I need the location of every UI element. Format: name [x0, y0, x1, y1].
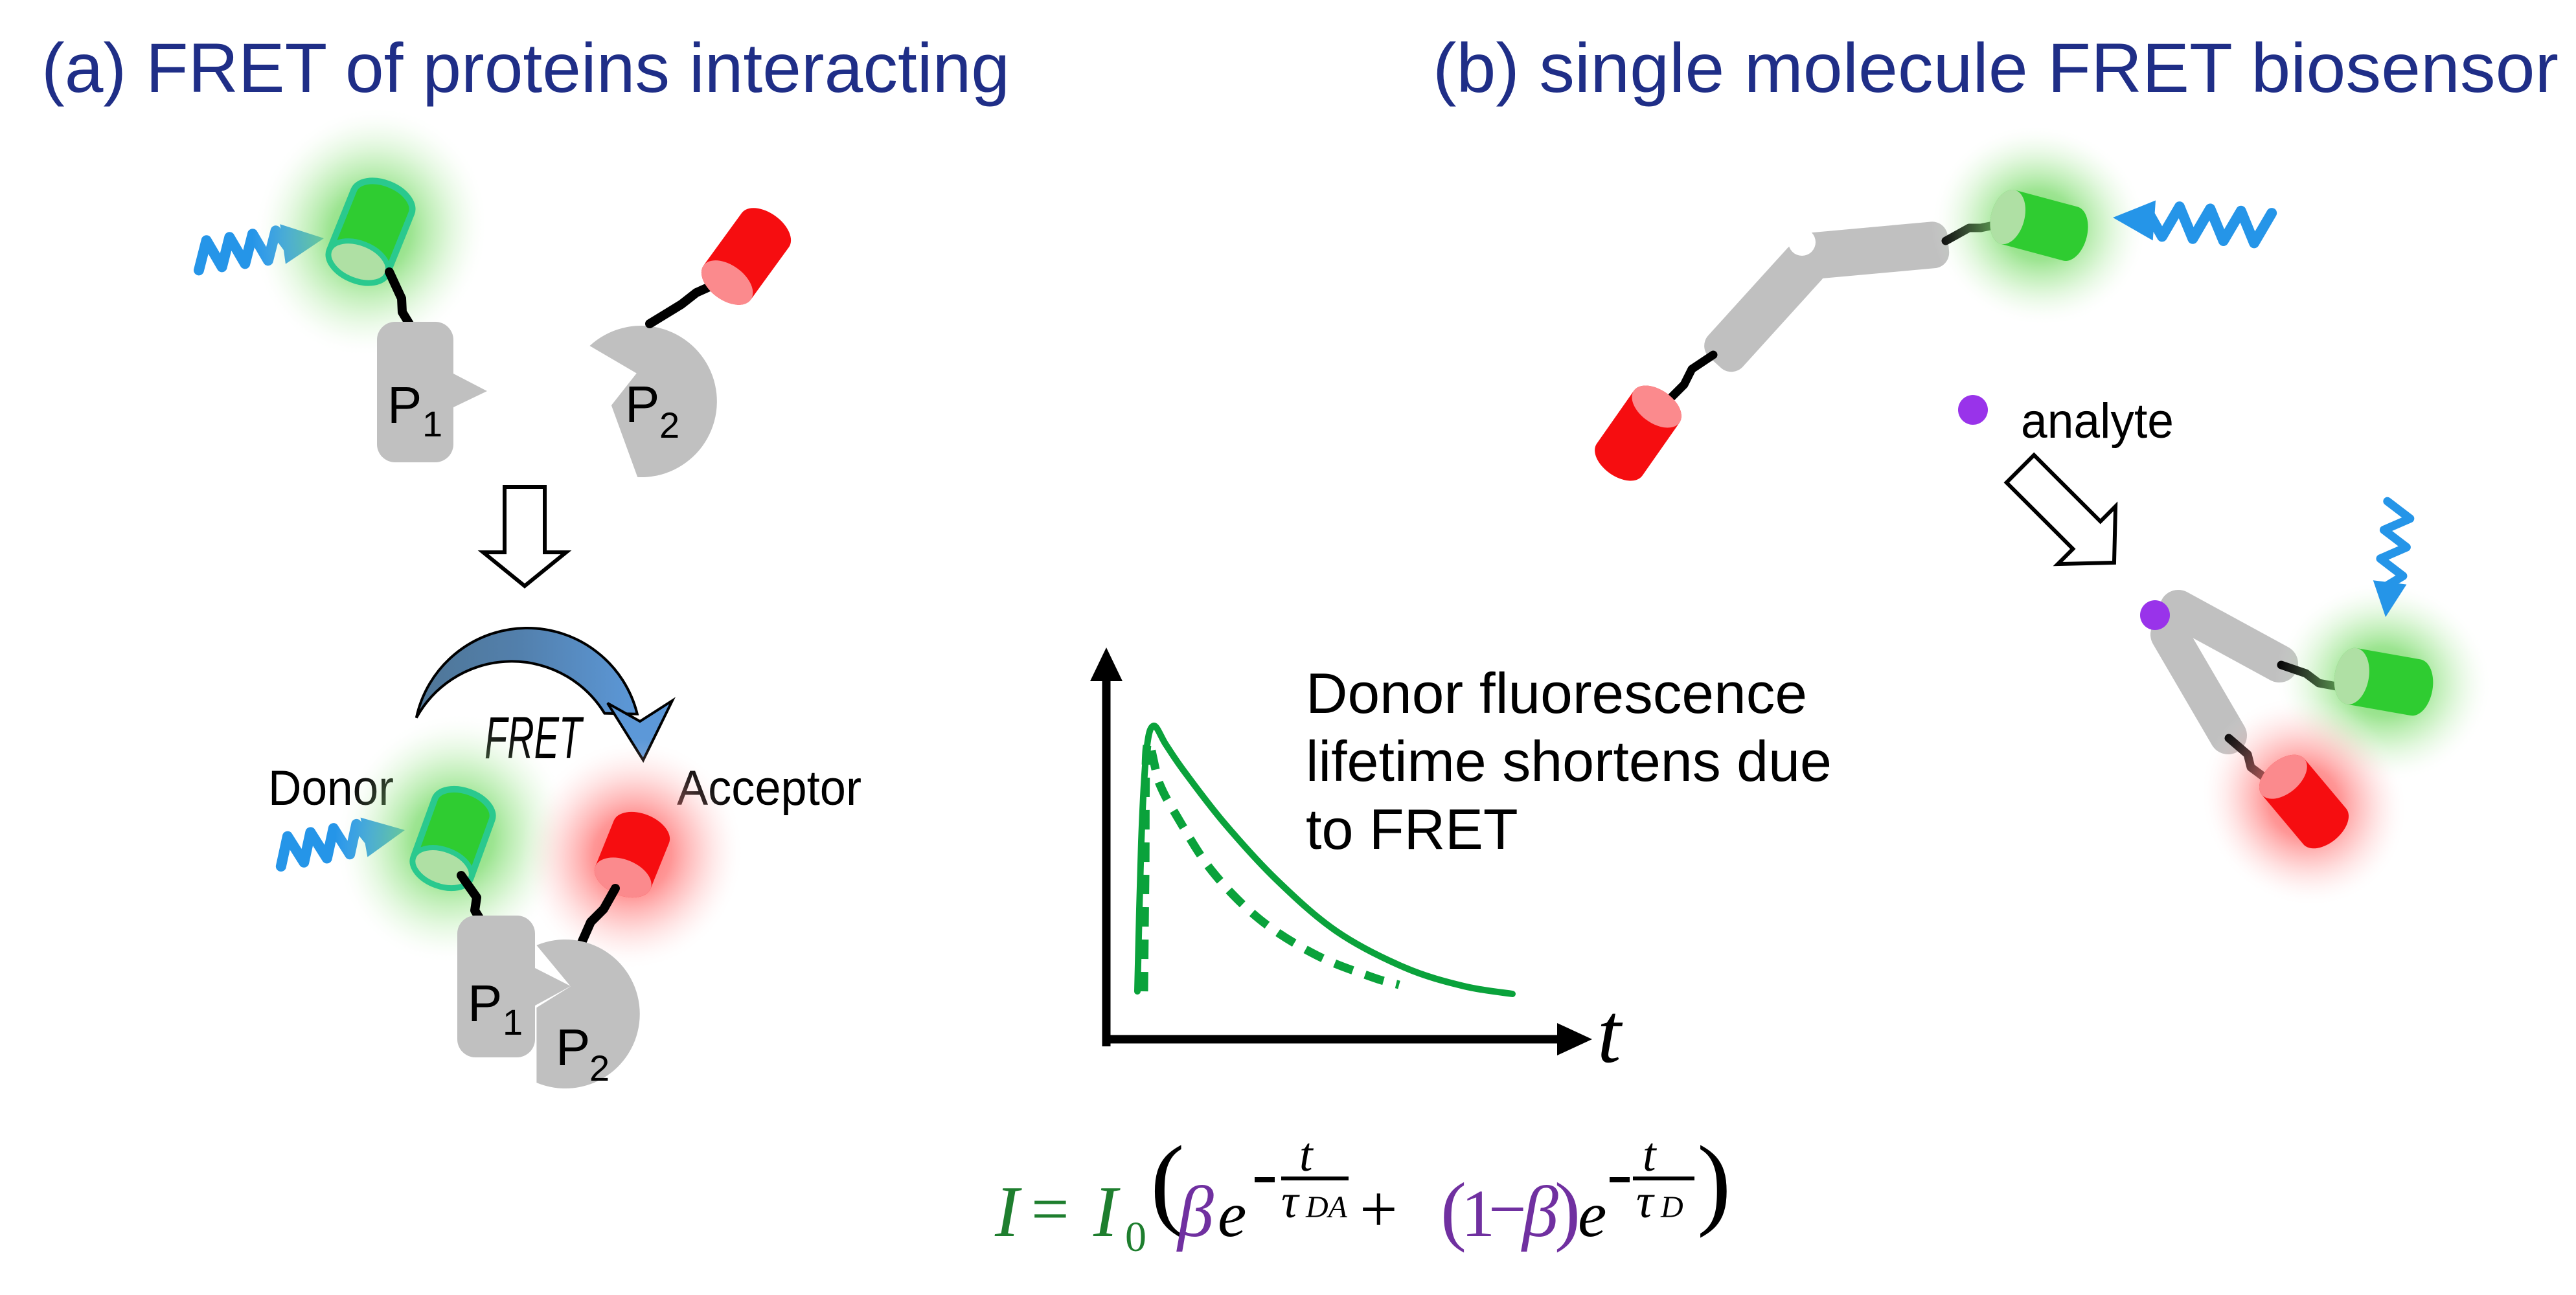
svg-text:DA: DA: [1305, 1190, 1348, 1224]
svg-text:lifetime shortens due: lifetime shortens due: [1306, 729, 1832, 793]
svg-text:=: =: [1031, 1172, 1069, 1246]
svg-text:2: 2: [589, 1048, 610, 1088]
svg-text:t: t: [1299, 1129, 1314, 1182]
svg-text:2: 2: [659, 405, 679, 445]
svg-text:e: e: [1218, 1178, 1246, 1250]
svg-text:(a) FRET of proteins interacti: (a) FRET of proteins interacting: [41, 28, 1010, 107]
svg-text:D: D: [1660, 1190, 1683, 1224]
svg-text:+: +: [1360, 1172, 1398, 1246]
svg-text:t: t: [1597, 985, 1623, 1081]
svg-text:P: P: [556, 1019, 590, 1076]
svg-text:t: t: [1643, 1129, 1658, 1182]
svg-text:1: 1: [503, 1002, 523, 1042]
svg-text:(b) single molecule FRET biose: (b) single molecule FRET biosensor: [1433, 28, 2559, 107]
svg-text:analyte: analyte: [2021, 394, 2174, 449]
svg-text:β: β: [1521, 1172, 1558, 1252]
svg-text:): ): [1555, 1167, 1580, 1253]
svg-text:1: 1: [422, 403, 442, 444]
svg-text:β: β: [1176, 1172, 1214, 1252]
svg-text:to FRET: to FRET: [1306, 797, 1518, 861]
svg-text:0: 0: [1125, 1213, 1146, 1261]
svg-text:Donor fluorescence: Donor fluorescence: [1306, 661, 1807, 725]
svg-text:P: P: [468, 974, 502, 1032]
svg-text:(: (: [1441, 1167, 1466, 1253]
svg-text:): ): [1697, 1125, 1731, 1239]
svg-text:I: I: [1093, 1172, 1121, 1252]
svg-text:e: e: [1578, 1178, 1606, 1250]
svg-text:(: (: [1150, 1125, 1185, 1239]
svg-text:P: P: [625, 376, 659, 433]
svg-text:P: P: [387, 376, 422, 434]
svg-text:τ: τ: [1636, 1175, 1655, 1228]
svg-text:τ: τ: [1281, 1175, 1300, 1228]
svg-text:1: 1: [1461, 1177, 1495, 1251]
svg-text:−: −: [1488, 1172, 1527, 1246]
svg-text:I: I: [994, 1172, 1022, 1252]
